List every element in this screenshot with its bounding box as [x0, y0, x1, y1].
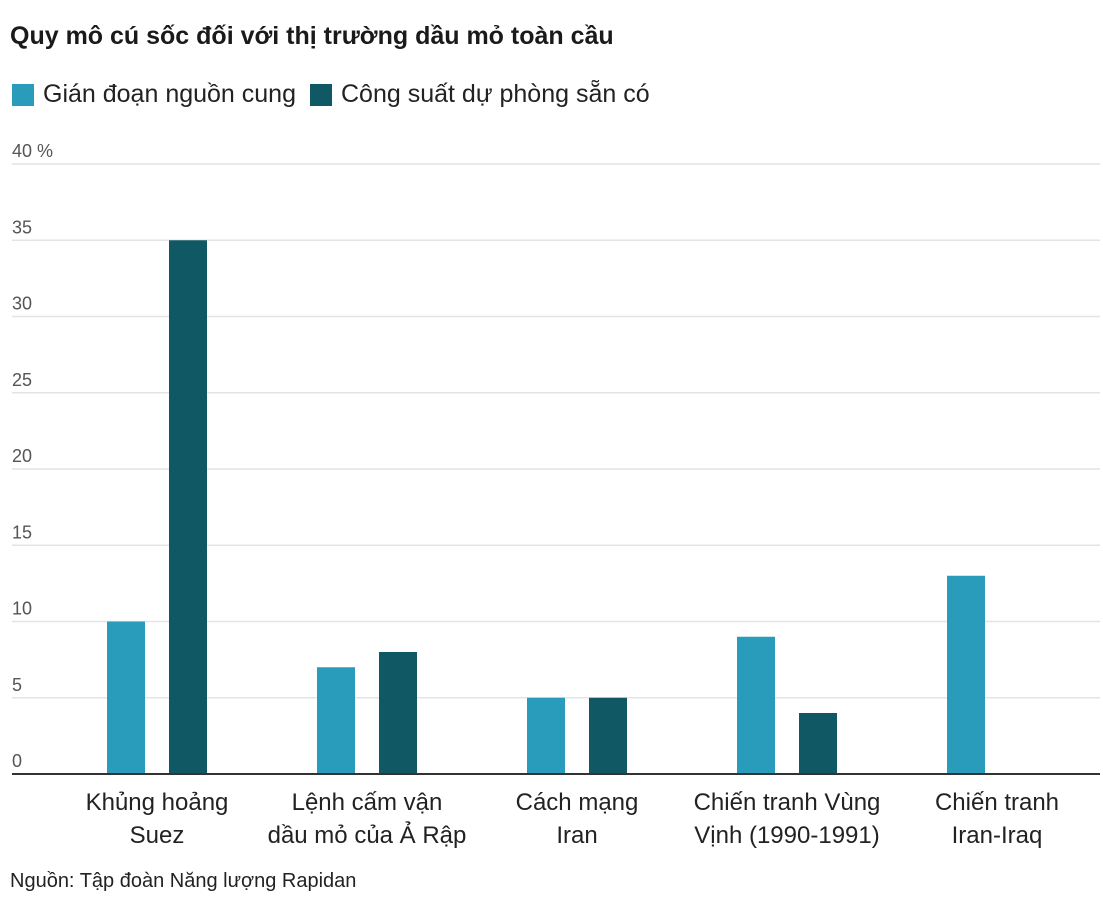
y-tick-label: 15: [12, 522, 32, 542]
bar-spare-capacity: [799, 713, 837, 774]
x-category-label: dầu mỏ của Ả Rập: [268, 820, 467, 849]
legend: Gián đoạn nguồn cung Công suất dự phòng …: [12, 80, 664, 109]
bar-supply-disruption: [317, 667, 355, 774]
x-category-label: Iran: [556, 822, 597, 849]
bar-supply-disruption: [947, 575, 985, 774]
y-tick-label: 25: [12, 370, 32, 390]
chart-title: Quy mô cú sốc đối với thị trường dầu mỏ …: [10, 22, 614, 50]
y-tick-label: 10: [12, 599, 32, 619]
legend-swatch: [310, 83, 332, 106]
bar-spare-capacity: [169, 240, 207, 774]
x-category-label: Chiến tranh Vùng: [694, 789, 881, 816]
bar-supply-disruption: [107, 621, 145, 774]
x-category-label: Cách mạng: [516, 789, 639, 816]
x-category-label: Lệnh cấm vận: [292, 789, 443, 816]
legend-item-spare-capacity: Công suất dự phòng sẵn có: [310, 80, 650, 109]
x-category-label: Suez: [130, 822, 185, 849]
bar-spare-capacity: [589, 697, 627, 774]
legend-swatch: [12, 83, 34, 106]
y-tick-label: 30: [12, 294, 32, 314]
legend-label: Gián đoạn nguồn cung: [43, 80, 296, 108]
bar-supply-disruption: [737, 636, 775, 774]
bar-supply-disruption: [527, 697, 565, 774]
x-category-label: Khủng hoảng: [86, 789, 229, 816]
y-tick-label: 0: [12, 751, 22, 771]
y-tick-label: 5: [12, 675, 22, 695]
legend-item-supply-disruption: Gián đoạn nguồn cung: [12, 80, 296, 109]
y-tick-label: 20: [12, 446, 32, 466]
x-category-label: Chiến tranh: [935, 789, 1059, 816]
y-tick-label: 40 %: [12, 141, 53, 161]
source-note: Nguồn: Tập đoàn Năng lượng Rapidan: [10, 870, 357, 892]
x-category-label: Iran-Iraq: [952, 822, 1043, 849]
y-tick-label: 35: [12, 217, 32, 237]
legend-label: Công suất dự phòng sẵn có: [341, 80, 650, 108]
x-category-label: Vịnh (1990-1991): [694, 822, 879, 849]
bar-spare-capacity: [379, 652, 417, 774]
